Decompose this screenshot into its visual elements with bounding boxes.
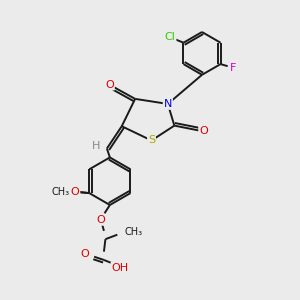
Text: F: F xyxy=(230,63,236,73)
Text: O: O xyxy=(70,187,80,197)
Text: O: O xyxy=(97,215,105,225)
Text: Cl: Cl xyxy=(165,32,176,42)
Text: H: H xyxy=(92,141,100,151)
Text: S: S xyxy=(148,136,155,146)
Text: O: O xyxy=(105,80,114,90)
Text: CH₃: CH₃ xyxy=(125,227,143,237)
Text: methoxy: methoxy xyxy=(65,191,71,192)
Text: O: O xyxy=(81,249,90,259)
Text: O: O xyxy=(199,126,208,136)
Text: N: N xyxy=(164,99,172,109)
Text: CH₃: CH₃ xyxy=(52,187,70,197)
Text: methoxy: methoxy xyxy=(67,190,74,192)
Text: OH: OH xyxy=(111,263,128,273)
